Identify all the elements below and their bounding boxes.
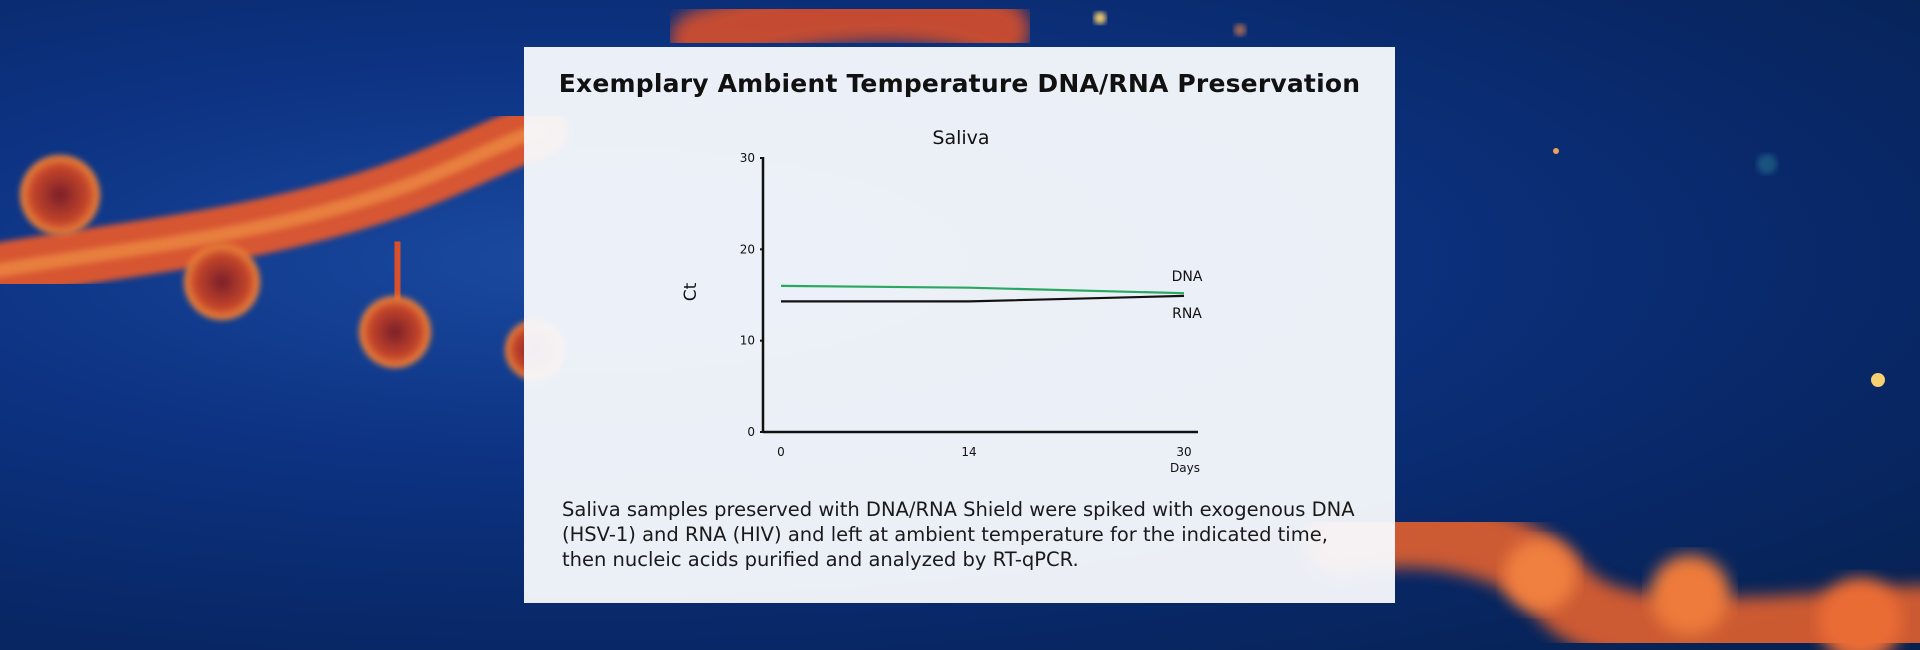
caption-text: Saliva samples preserved with DNA/RNA Sh… [562, 498, 1355, 571]
y-tick-label: 30 [740, 151, 755, 165]
y-tick-label: 20 [740, 242, 755, 256]
line-chart: Saliva Ct Days 0 10 20 30 0 14 30 DNA RNA [681, 127, 1203, 475]
y-tick-label: 10 [740, 334, 755, 348]
x-tick-label: 14 [961, 445, 976, 459]
info-panel: Exemplary Ambient Temperature DNA/RNA Pr… [524, 47, 1395, 603]
series-group: DNA RNA [780, 269, 1203, 322]
chart-title: Saliva [932, 127, 989, 149]
series-line-rna [781, 294, 1185, 303]
y-axis-label: Ct [681, 282, 701, 301]
x-axis-label: Days [1170, 461, 1200, 475]
series-line-dna [780, 284, 1185, 295]
series-label-rna: RNA [1172, 306, 1202, 322]
x-tick-label: 30 [1176, 445, 1191, 459]
x-tick-label: 0 [777, 445, 785, 459]
tick-group: 0 10 20 30 0 14 30 [740, 151, 1192, 459]
y-tick-label: 0 [747, 425, 755, 439]
series-label-dna: DNA [1172, 269, 1203, 285]
panel-title: Exemplary Ambient Temperature DNA/RNA Pr… [558, 69, 1361, 98]
